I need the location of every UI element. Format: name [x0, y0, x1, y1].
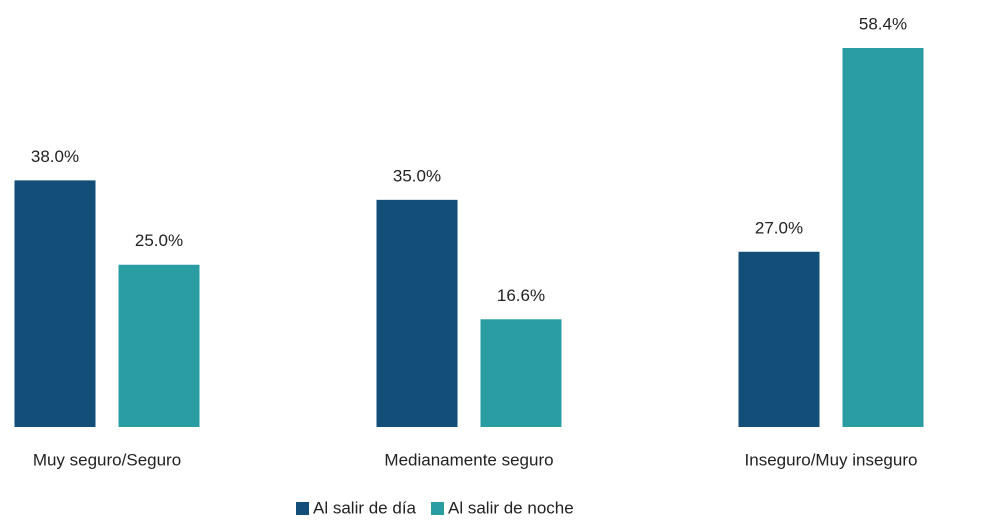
legend-label: Al salir de día: [313, 498, 417, 517]
x-tick-label: Inseguro/Muy inseguro: [745, 450, 918, 469]
bar: [15, 180, 96, 427]
bar: [843, 48, 924, 427]
bar: [481, 319, 562, 427]
value-label: 35.0%: [393, 166, 441, 185]
value-label: 16.6%: [497, 286, 545, 305]
bar: [119, 265, 200, 427]
bar: [377, 200, 458, 427]
x-tick-label: Muy seguro/Seguro: [33, 450, 181, 469]
bar: [739, 252, 820, 427]
legend-swatch: [296, 502, 309, 515]
chart: Muy seguro/Seguro 38.0% 25.0% Medianamente …: [0, 0, 997, 520]
value-label: 25.0%: [135, 231, 183, 250]
value-label: 38.0%: [31, 147, 79, 166]
x-tick-label: Medianamente seguro: [384, 450, 553, 469]
legend-swatch: [431, 502, 444, 515]
value-label: 27.0%: [755, 218, 803, 237]
legend-label: Al salir de noche: [448, 498, 574, 517]
value-label: 58.4%: [859, 14, 907, 33]
